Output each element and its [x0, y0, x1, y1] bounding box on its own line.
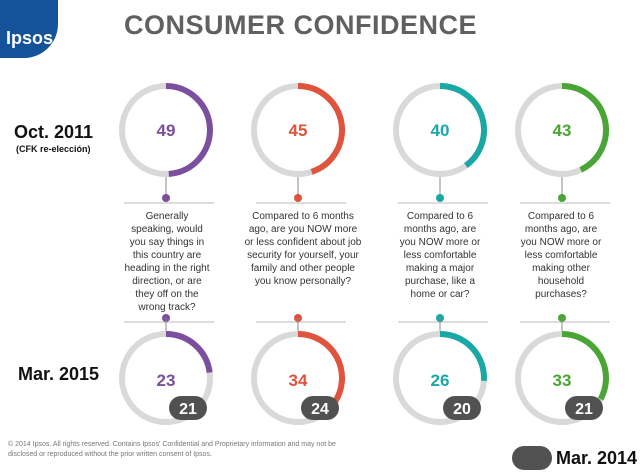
mar2014-pill-1	[169, 396, 207, 420]
connector-dot-top-3	[436, 194, 444, 202]
mar2014-pill-2	[301, 396, 339, 420]
logo-text: Ipsos	[6, 28, 54, 48]
gauge-value-oct2011-2: 45	[289, 121, 308, 140]
page-title: CONSUMER CONFIDENCE	[124, 10, 478, 40]
gauge-arc-oct2011-3	[439, 83, 487, 169]
gauge-arc-oct2011-2	[297, 83, 345, 175]
gauge-value-mar2015-1: 23	[157, 371, 176, 390]
question-2: Compared to 6 months ago, are you NOW mo…	[244, 211, 362, 287]
connector-dot-top-2	[294, 194, 302, 202]
period-label-second: Mar. 2015	[18, 364, 100, 384]
legend-swatch	[512, 446, 552, 470]
legend-label: Mar. 2014	[556, 448, 638, 468]
gauge-value-mar2015-4: 33	[553, 371, 572, 390]
period-label-first: Oct. 2011	[14, 122, 94, 142]
mar2014-value-4: 21	[575, 401, 593, 418]
gauge-arc-oct2011-4	[561, 83, 609, 173]
mar2014-value-2: 24	[311, 401, 329, 418]
gauge-value-oct2011-3: 40	[431, 121, 450, 140]
question-3: Compared to 6 months ago, are you NOW mo…	[399, 211, 481, 300]
period-note-first: (CFK re-elección)	[16, 144, 91, 154]
mar2014-value-1: 21	[179, 401, 197, 418]
gauge-value-oct2011-1: 49	[157, 121, 176, 140]
mar2014-pill-4	[565, 396, 603, 420]
gauge-arc-mar2015-2	[297, 331, 345, 404]
connector-dot-top-1	[162, 194, 170, 202]
mar2014-value-3: 20	[453, 401, 471, 418]
gauge-value-mar2015-2: 34	[289, 371, 308, 390]
copyright-footer: © 2014 Ipsos. All rights reserved. Conta…	[8, 441, 336, 458]
question-4: Compared to 6 months ago, are you NOW mo…	[520, 211, 602, 300]
connector-dot-top-4	[558, 194, 566, 202]
gauge-arc-mar2015-4	[561, 331, 609, 401]
gauge-arc-mar2015-1	[165, 331, 213, 373]
mar2014-pill-3	[443, 396, 481, 420]
ipsos-logo: Ipsos	[0, 0, 58, 58]
gauge-arc-mar2015-3	[439, 331, 487, 381]
gauge-arc-oct2011-1	[165, 83, 213, 177]
question-1: Generally speaking, would you say things…	[124, 211, 210, 313]
gauge-value-mar2015-3: 26	[431, 371, 450, 390]
gauge-value-oct2011-4: 43	[553, 121, 572, 140]
